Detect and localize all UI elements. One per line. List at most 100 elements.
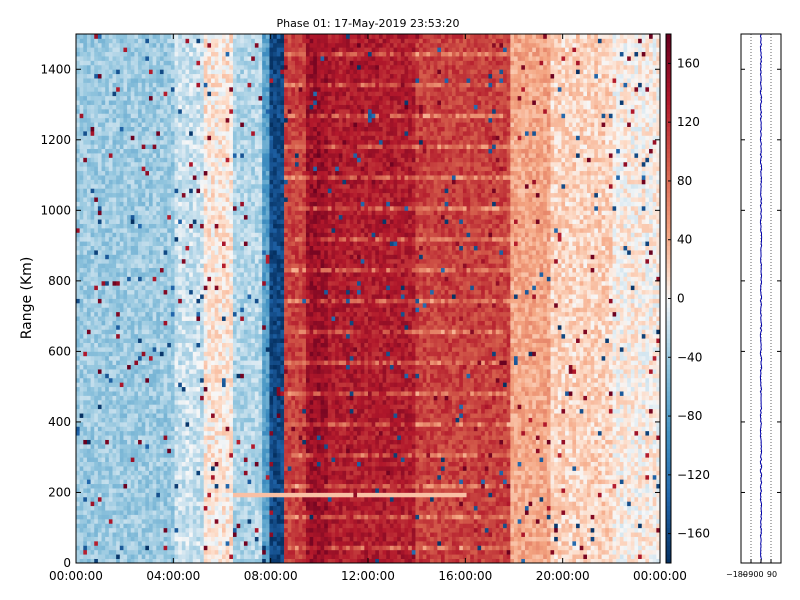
heatmap-cell (83, 232, 88, 238)
heatmap-cell (94, 369, 99, 374)
heatmap-cell (134, 294, 139, 299)
heatmap-cell (203, 144, 208, 150)
heatmap-cell (156, 360, 161, 366)
heatmap-cell (163, 263, 168, 269)
heatmap-cell (167, 254, 172, 260)
heatmap-cell (178, 272, 183, 277)
heatmap-cell (185, 179, 190, 185)
heatmap-cell (167, 483, 172, 489)
heatmap-cell (130, 364, 135, 370)
heatmap-cell (189, 518, 194, 524)
heatmap-cell (134, 382, 139, 388)
heatmap-cell (170, 227, 175, 233)
heatmap-cell (141, 179, 146, 185)
heatmap-cell (108, 95, 113, 101)
heatmap-cell (149, 382, 154, 388)
heatmap-cell (149, 430, 154, 436)
heatmap-cell (185, 34, 190, 39)
heatmap-cell (149, 302, 154, 308)
heatmap-cell (138, 223, 143, 229)
heatmap-cell (127, 338, 132, 343)
heatmap-cell (178, 342, 183, 348)
heatmap-cell (152, 391, 157, 396)
heatmap-cell (163, 382, 168, 388)
heatmap-cell (123, 78, 128, 83)
heatmap-cell (222, 272, 227, 277)
heatmap-cell (207, 377, 212, 383)
heatmap-cell (152, 483, 157, 489)
heatmap-cell (196, 417, 201, 423)
heatmap-cell (149, 558, 154, 564)
heatmap-cell (130, 250, 135, 255)
heatmap-cell (196, 250, 201, 255)
heatmap-cell (185, 245, 190, 251)
heatmap-cell (119, 219, 124, 224)
heatmap-cell (192, 421, 197, 427)
heatmap-cell (86, 386, 91, 392)
heatmap-cell (170, 501, 175, 507)
heatmap-cell (178, 417, 183, 423)
heatmap-cell (200, 82, 205, 88)
heatmap-column (211, 34, 216, 564)
heatmap-cell (214, 307, 219, 313)
heatmap-cell (86, 320, 91, 326)
heatmap-cell (163, 267, 168, 273)
heatmap-cell (108, 479, 113, 485)
heatmap-cell (138, 272, 143, 277)
heatmap-cell (214, 170, 219, 176)
heatmap-cell (112, 205, 117, 211)
heatmap-cell (101, 144, 106, 150)
heatmap-cell (214, 153, 219, 158)
heatmap-cell (185, 223, 190, 229)
heatmap-cell (101, 38, 106, 44)
heatmap-cell (134, 417, 139, 423)
heatmap-cell (101, 461, 106, 467)
heatmap-cell (145, 536, 150, 542)
heatmap-cell (90, 188, 95, 194)
heatmap-cell (189, 302, 194, 308)
heatmap-cell (214, 382, 219, 388)
heatmap-cell (127, 426, 132, 432)
heatmap-cell (101, 289, 106, 295)
heatmap-cell (127, 329, 132, 335)
heatmap-cell (145, 413, 150, 418)
heatmap-cell (218, 51, 223, 57)
heatmap-cell (152, 254, 157, 260)
heatmap-cell (170, 82, 175, 88)
heatmap-cell (200, 289, 205, 295)
heatmap-cell (90, 488, 95, 493)
heatmap-cell (181, 263, 186, 269)
heatmap-cell (222, 241, 227, 246)
heatmap-cell (174, 369, 179, 374)
heatmap-cell (141, 545, 146, 551)
heatmap-cell (203, 417, 208, 423)
heatmap-cell (214, 496, 219, 502)
heatmap-cell (222, 192, 227, 198)
heatmap-cell (159, 558, 164, 564)
heatmap-cell (97, 540, 102, 546)
heatmap-cell (170, 492, 175, 498)
heatmap-cell (79, 219, 84, 224)
heatmap-cell (141, 342, 146, 348)
heatmap-cell (83, 355, 88, 361)
heatmap-cell (218, 108, 223, 114)
heatmap-cell (138, 104, 143, 110)
heatmap-cell (130, 42, 135, 48)
heatmap-cell (101, 333, 106, 339)
heatmap-cell (123, 435, 128, 440)
heatmap-cell (127, 532, 132, 537)
heatmap-cell (138, 276, 143, 282)
heatmap-cell (156, 342, 161, 348)
heatmap-cell (174, 104, 179, 110)
heatmap-cell (222, 501, 227, 507)
heatmap-cell (192, 443, 197, 449)
heatmap-cell (134, 38, 139, 44)
heatmap-cell (211, 280, 216, 286)
heatmap-cell (86, 373, 91, 379)
heatmap-cell (134, 466, 139, 471)
heatmap-cell (222, 364, 227, 370)
heatmap-cell (94, 457, 99, 463)
heatmap-cell (138, 183, 143, 189)
heatmap-cell (97, 179, 102, 185)
heatmap-cell (127, 518, 132, 524)
